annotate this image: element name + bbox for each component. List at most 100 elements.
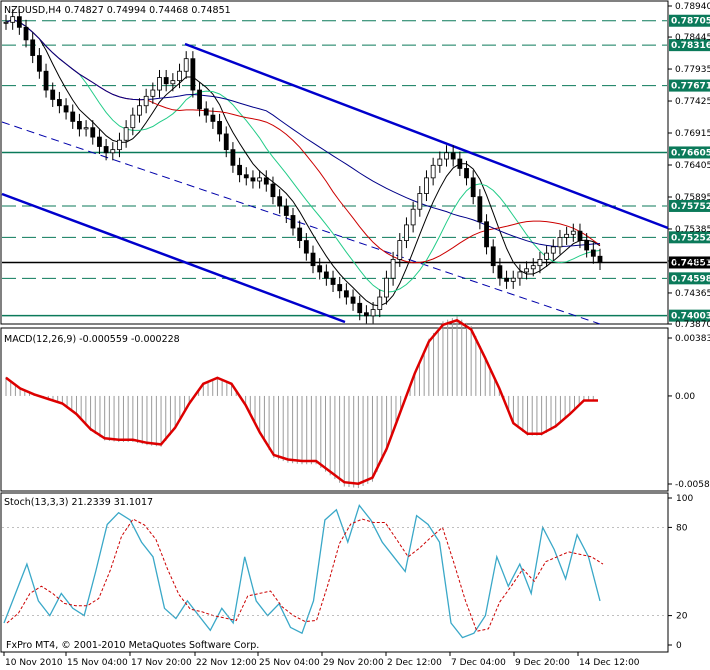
copyright-note: FxPro MT4, © 2001-2010 MetaQuotes Softwa… — [6, 640, 259, 651]
candle-body — [350, 296, 356, 304]
candle-body — [77, 121, 82, 130]
candle-body — [417, 193, 423, 210]
macd-y-label: 0.00 — [675, 392, 695, 402]
candle-body — [283, 205, 289, 216]
x-tick-label: 15 Nov 04:00 — [67, 658, 128, 668]
candle-body — [510, 277, 516, 282]
stoch-signal-line — [6, 518, 604, 632]
y-tick-label: 0.74875 — [675, 257, 710, 267]
candle-body — [190, 58, 196, 91]
candle-body — [70, 111, 76, 122]
candle-body — [170, 80, 176, 85]
candle-body — [203, 108, 209, 116]
candle-body — [56, 99, 62, 107]
x-tick-label: 7 Dec 04:00 — [451, 658, 506, 668]
candle-body — [103, 146, 109, 154]
x-tick-label: 10 Nov 2010 — [5, 658, 63, 668]
x-tick-label: 9 Dec 20:00 — [515, 658, 570, 668]
candle-body — [590, 249, 596, 257]
candle-body — [30, 39, 36, 56]
candle-body — [323, 271, 329, 279]
moving-average-line — [5, 18, 601, 293]
candle-body — [544, 252, 550, 260]
candle-body — [90, 127, 96, 138]
macd-y-label: -0.00582 — [675, 480, 710, 490]
candle-body — [50, 89, 56, 100]
x-tick-label: 17 Nov 20:00 — [131, 658, 192, 668]
candle-body — [497, 265, 503, 279]
candle-body — [564, 233, 570, 238]
candle-body — [223, 133, 229, 151]
candle-body — [370, 309, 376, 317]
candle-body — [150, 89, 156, 97]
candle-body — [157, 77, 162, 91]
candle-body — [430, 164, 436, 179]
candle-body — [217, 121, 222, 135]
macd-header: MACD(12,26,9) -0.000559 -0.000228 — [4, 334, 180, 345]
candle-body — [330, 277, 336, 285]
y-tick-label: 0.78445 — [675, 33, 710, 43]
x-tick-label: 2 Dec 12:00 — [387, 658, 442, 668]
candle-body — [177, 70, 182, 82]
y-tick-label: 0.76915 — [675, 129, 710, 139]
price-tag-box — [669, 231, 710, 244]
candle-body — [390, 258, 396, 279]
candle-body — [197, 89, 202, 110]
channel-upper-line — [184, 42, 669, 230]
candle-body — [10, 16, 16, 23]
y-tick-label: 0.76405 — [675, 161, 710, 171]
candle-body — [117, 139, 122, 151]
candle-body — [163, 77, 169, 85]
price-tag-box — [669, 309, 710, 322]
candle-body — [183, 58, 189, 72]
price-tag-box — [669, 272, 710, 285]
price-tag-label: 0.74851 — [671, 258, 710, 268]
moving-average-line — [5, 18, 601, 248]
price-tag-box — [669, 79, 710, 92]
price-tag-label: 0.78316 — [671, 41, 710, 51]
candle-body — [243, 174, 249, 179]
candle-body — [424, 177, 429, 194]
candle-body — [457, 158, 463, 169]
candle-body — [263, 177, 269, 185]
price-tag-label: 0.74003 — [671, 312, 710, 322]
price-tag-box — [669, 146, 710, 159]
candle-body — [504, 277, 509, 282]
price-tag-label: 0.75252 — [671, 233, 710, 243]
candle-body — [63, 105, 69, 113]
candle-body — [517, 271, 523, 279]
y-tick-label: 0.75385 — [675, 225, 710, 235]
y-tick-label: 0.74365 — [675, 289, 710, 299]
candle-body — [143, 95, 149, 107]
macd-y-label: 0.00383 — [675, 334, 710, 344]
candle-body — [123, 127, 129, 141]
candle-body — [343, 290, 349, 298]
y-tick-label: 0.75895 — [675, 193, 710, 203]
x-tick-label: 25 Nov 04:00 — [259, 658, 320, 668]
candle-body — [36, 55, 42, 72]
price-tag-label: 0.74598 — [671, 274, 710, 284]
candle-body — [257, 177, 263, 182]
channel-mid-line — [1, 121, 601, 325]
candle-body — [137, 105, 142, 116]
candle-body — [597, 255, 603, 263]
candle-body — [250, 177, 256, 182]
channel-lower-line — [1, 192, 346, 324]
y-tick-label: 0.77935 — [675, 65, 710, 75]
candle-body — [377, 296, 383, 310]
candle-body — [290, 215, 296, 229]
main-header: NZDUSD,H4 0.74827 0.74994 0.74468 0.7485… — [4, 5, 231, 16]
candle-body — [270, 183, 276, 198]
candle-body — [404, 224, 409, 241]
candle-body — [364, 312, 369, 317]
candle-body — [130, 114, 136, 129]
y-tick-label: 0.73870 — [675, 320, 710, 330]
candle-body — [384, 277, 389, 298]
y-tick-label: 0.78940 — [675, 2, 710, 12]
candle-body — [43, 70, 49, 91]
moving-average-line — [5, 18, 601, 307]
candle-body — [97, 136, 102, 147]
candle-body — [464, 168, 469, 179]
price-tag-box — [669, 256, 710, 269]
candle-body — [303, 240, 309, 254]
